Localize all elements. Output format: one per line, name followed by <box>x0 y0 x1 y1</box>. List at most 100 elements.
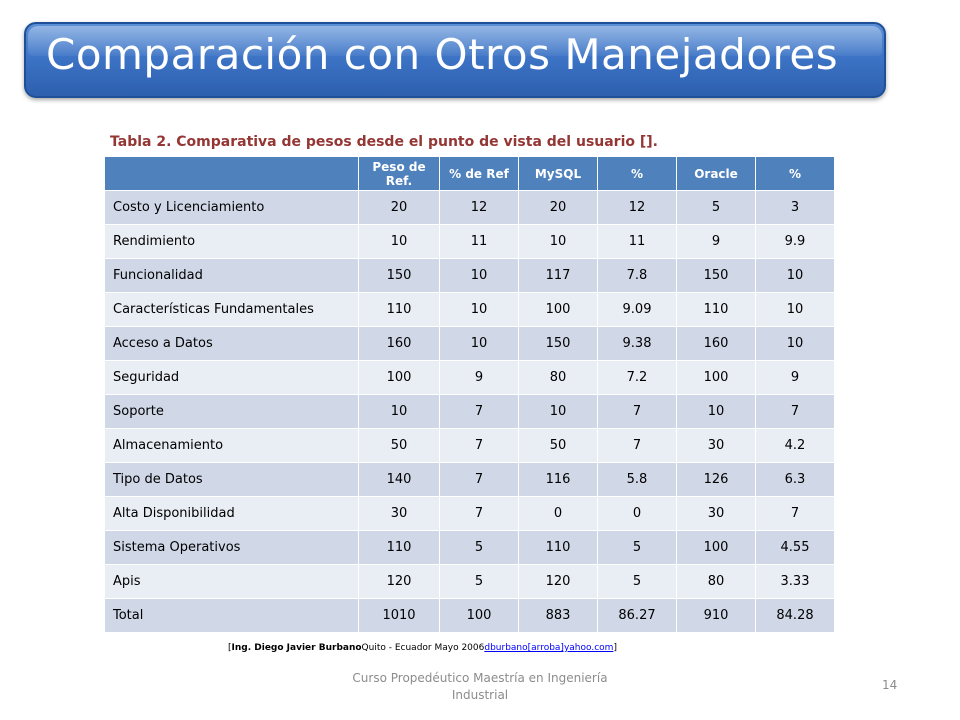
header-cell-blank <box>104 156 359 191</box>
table-row: Total 1010 100 883 86.27 910 84.28 <box>104 598 835 633</box>
value-cell: 9.38 <box>597 326 677 361</box>
value-cell: 100 <box>676 530 756 565</box>
row-label-cell: Sistema Operativos <box>104 530 359 565</box>
value-cell: 80 <box>518 360 598 395</box>
value-cell: 50 <box>358 428 440 463</box>
table-row: Rendimiento 10 11 10 11 9 9.9 <box>104 224 835 259</box>
header-cell-oracle: Oracle <box>676 156 756 191</box>
value-cell: 110 <box>518 530 598 565</box>
value-cell: 10 <box>358 224 440 259</box>
comparison-table: Peso de Ref. % de Ref MySQL % Oracle % C… <box>104 156 835 633</box>
row-label-cell: Seguridad <box>104 360 359 395</box>
table-row: Sistema Operativos 110 5 110 5 100 4.55 <box>104 530 835 565</box>
value-cell: 150 <box>676 258 756 293</box>
table-row: Seguridad 100 9 80 7.2 100 9 <box>104 360 835 395</box>
header-cell-mysql-pct: % <box>597 156 677 191</box>
value-cell: 7 <box>439 394 519 429</box>
value-cell: 10 <box>518 224 598 259</box>
row-label-cell: Almacenamiento <box>104 428 359 463</box>
value-cell: 100 <box>518 292 598 327</box>
header-cell-oracle-pct: % <box>755 156 835 191</box>
value-cell: 7 <box>597 428 677 463</box>
title-bar: Comparación con Otros Manejadores <box>24 22 886 98</box>
value-cell: 9.9 <box>755 224 835 259</box>
row-label-cell: Apis <box>104 564 359 599</box>
value-cell: 5 <box>439 564 519 599</box>
value-cell: 10 <box>439 258 519 293</box>
row-label-cell: Funcionalidad <box>104 258 359 293</box>
footnote-email-link[interactable]: dburbano[arroba]yahoo.com <box>484 643 614 653</box>
value-cell: 7.8 <box>597 258 677 293</box>
value-cell: 100 <box>676 360 756 395</box>
table-row: Acceso a Datos 160 10 150 9.38 160 10 <box>104 326 835 361</box>
row-label-cell: Total <box>104 598 359 633</box>
value-cell: 50 <box>518 428 598 463</box>
row-label-cell: Soporte <box>104 394 359 429</box>
value-cell: 10 <box>439 326 519 361</box>
value-cell: 10 <box>358 394 440 429</box>
value-cell: 4.2 <box>755 428 835 463</box>
value-cell: 160 <box>358 326 440 361</box>
value-cell: 0 <box>518 496 598 531</box>
value-cell: 20 <box>358 190 440 225</box>
value-cell: 11 <box>439 224 519 259</box>
value-cell: 110 <box>358 292 440 327</box>
table-row: Apis 120 5 120 5 80 3.33 <box>104 564 835 599</box>
value-cell: 86.27 <box>597 598 677 633</box>
row-label-cell: Rendimiento <box>104 224 359 259</box>
value-cell: 11 <box>597 224 677 259</box>
footnote-location: Quito - Ecuador Mayo 2006 <box>361 643 485 653</box>
value-cell: 160 <box>676 326 756 361</box>
value-cell: 120 <box>358 564 440 599</box>
value-cell: 10 <box>755 258 835 293</box>
value-cell: 100 <box>358 360 440 395</box>
value-cell: 5 <box>597 564 677 599</box>
value-cell: 120 <box>518 564 598 599</box>
table-row: Funcionalidad 150 10 117 7.8 150 10 <box>104 258 835 293</box>
footnote-author: Ing. Diego Javier Burbano <box>231 643 362 653</box>
header-cell-pct-ref: % de Ref <box>439 156 519 191</box>
table-row: Características Fundamentales 110 10 100 9.0… <box>104 292 835 327</box>
value-cell: 150 <box>358 258 440 293</box>
value-cell: 110 <box>358 530 440 565</box>
value-cell: 3.33 <box>755 564 835 599</box>
value-cell: 5.8 <box>597 462 677 497</box>
value-cell: 7 <box>755 496 835 531</box>
table-row: Soporte 10 7 10 7 10 7 <box>104 394 835 429</box>
value-cell: 116 <box>518 462 598 497</box>
value-cell: 140 <box>358 462 440 497</box>
value-cell: 0 <box>597 496 677 531</box>
value-cell: 5 <box>676 190 756 225</box>
header-cell-peso-ref: Peso de Ref. <box>358 156 440 191</box>
value-cell: 84.28 <box>755 598 835 633</box>
value-cell: 7 <box>439 496 519 531</box>
value-cell: 7.2 <box>597 360 677 395</box>
value-cell: 7 <box>439 428 519 463</box>
value-cell: 110 <box>676 292 756 327</box>
footnote-close: ] <box>613 643 617 653</box>
value-cell: 7 <box>597 394 677 429</box>
table-row: Tipo de Datos 140 7 116 5.8 126 6.3 <box>104 462 835 497</box>
value-cell: 10 <box>676 394 756 429</box>
row-label-cell: Alta Disponibilidad <box>104 496 359 531</box>
value-cell: 30 <box>676 496 756 531</box>
table-body: Costo y Licenciamiento 20 12 20 12 5 3 Rendimie… <box>104 190 835 633</box>
value-cell: 10 <box>439 292 519 327</box>
value-cell: 1010 <box>358 598 440 633</box>
row-label-cell: Tipo de Datos <box>104 462 359 497</box>
slide-title: Comparación con Otros Manejadores <box>46 30 839 79</box>
table-caption: Tabla 2. Comparativa de pesos desde el p… <box>110 134 658 150</box>
value-cell: 126 <box>676 462 756 497</box>
value-cell: 7 <box>755 394 835 429</box>
value-cell: 150 <box>518 326 598 361</box>
table-row: Almacenamiento 50 7 50 7 30 4.2 <box>104 428 835 463</box>
table-row: Costo y Licenciamiento 20 12 20 12 5 3 <box>104 190 835 225</box>
value-cell: 3 <box>755 190 835 225</box>
value-cell: 9 <box>439 360 519 395</box>
value-cell: 10 <box>755 326 835 361</box>
source-footnote: [Ing. Diego Javier BurbanoQuito - Ecuado… <box>228 643 617 653</box>
value-cell: 20 <box>518 190 598 225</box>
value-cell: 80 <box>676 564 756 599</box>
value-cell: 100 <box>439 598 519 633</box>
table-row: Alta Disponibilidad 30 7 0 0 30 7 <box>104 496 835 531</box>
